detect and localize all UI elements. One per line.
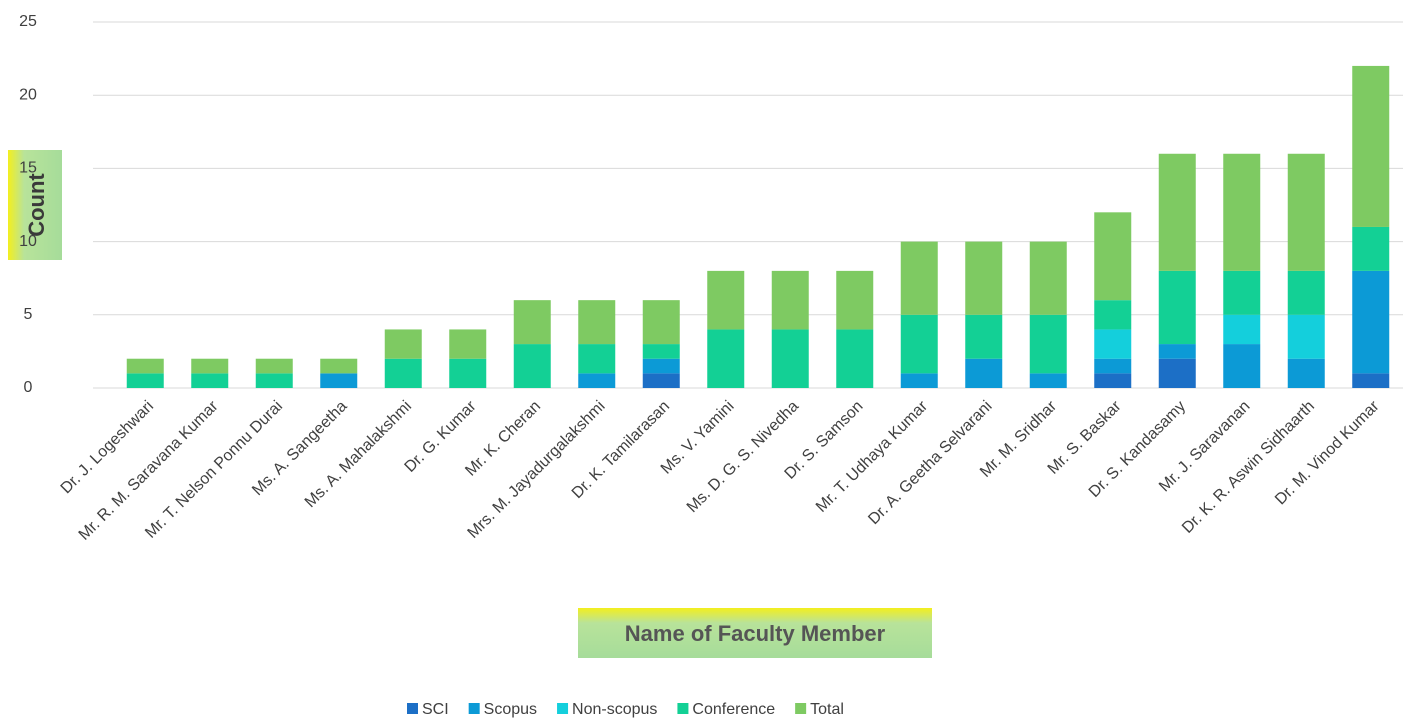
bar-segment xyxy=(642,300,680,345)
legend-label: Non-scopus xyxy=(572,701,657,718)
bar-segment xyxy=(642,358,680,374)
x-title-box xyxy=(578,608,932,658)
bar-segment xyxy=(1158,153,1196,271)
bar-segment xyxy=(836,270,874,330)
bar-segment xyxy=(191,358,229,374)
bar-segment xyxy=(1158,270,1196,345)
legend-label: SCI xyxy=(422,701,449,718)
x-tick-label: Dr. A. Geetha Selvarani xyxy=(865,398,995,528)
legend-swatch xyxy=(468,703,480,714)
bar-segment xyxy=(1352,373,1390,388)
bar-segment xyxy=(771,270,809,330)
bar-segment xyxy=(900,373,938,388)
bar-segment xyxy=(965,314,1003,359)
bar-segment xyxy=(191,373,229,388)
bar-segment xyxy=(965,241,1003,315)
bar-segment xyxy=(578,344,616,374)
bar-segment xyxy=(449,358,487,388)
bar-segment xyxy=(255,358,293,374)
bar-segment xyxy=(1094,373,1132,388)
bar-segment xyxy=(1287,358,1325,388)
bar-segment xyxy=(513,344,551,388)
bar-segment xyxy=(1094,358,1132,374)
bar-segment xyxy=(1094,300,1132,330)
legend-label: Scopus xyxy=(484,701,537,718)
bar-segment xyxy=(836,329,874,388)
bar-segment xyxy=(1029,314,1067,374)
bar-segment xyxy=(449,329,487,359)
y-tick-label: 10 xyxy=(19,233,37,250)
x-tick-label: Ms. A. Mahalakshmi xyxy=(302,398,415,511)
bar-segment xyxy=(1287,314,1325,359)
legend-swatch xyxy=(677,703,689,714)
x-tick-label: Mr. T. Udhaya Kumar xyxy=(813,397,932,516)
bar-segment xyxy=(513,300,551,345)
bar-segment xyxy=(642,373,680,388)
bar-segment xyxy=(707,270,745,330)
bar-segment xyxy=(642,344,680,359)
legend-swatch xyxy=(557,703,569,714)
bar-segment xyxy=(900,241,938,315)
x-tick-label: Mrs. M. Jayadurgalakshmi xyxy=(465,398,609,542)
x-tick-label: Ms. D. G. S. Nivedha xyxy=(684,398,802,516)
bar-segment xyxy=(1029,373,1067,388)
bar-segment xyxy=(1352,65,1390,227)
bar-segment xyxy=(126,358,164,374)
bar-segment xyxy=(1223,270,1261,315)
bar-segment xyxy=(578,300,616,345)
bar-segment xyxy=(1352,226,1390,271)
bar-segment xyxy=(126,373,164,388)
legend-label: Total xyxy=(810,701,844,718)
bar-segment xyxy=(1223,153,1261,271)
y-tick-label: 15 xyxy=(19,160,37,177)
bar-segment xyxy=(1223,344,1261,388)
legend-swatch xyxy=(795,703,807,714)
bar-segment xyxy=(384,329,422,359)
bar-segment xyxy=(1287,153,1325,271)
bar-segment xyxy=(771,329,809,388)
bar-segment xyxy=(1223,314,1261,345)
x-tick-label: Mr. T. Nelson Ponnu Durai xyxy=(142,398,286,542)
bar-segment xyxy=(1094,329,1132,359)
y-tick-label: 20 xyxy=(19,86,37,103)
y-tick-label: 5 xyxy=(24,306,33,323)
bar-segment xyxy=(1158,344,1196,359)
bar-segment xyxy=(255,373,293,388)
bar-segment xyxy=(900,314,938,374)
bar-segment xyxy=(578,373,616,388)
bar-segment xyxy=(384,358,422,388)
y-tick-label: 0 xyxy=(24,379,33,396)
bar-segment xyxy=(1094,212,1132,301)
bar-segment xyxy=(1029,241,1067,315)
bar-segment xyxy=(1352,270,1390,374)
legend-label: Conference xyxy=(692,701,775,718)
bar-segment xyxy=(320,358,358,374)
bar-segment xyxy=(1287,270,1325,315)
bar-segment xyxy=(707,329,745,388)
x-axis-title: Name of Faculty Member xyxy=(625,621,886,646)
legend-swatch xyxy=(407,703,418,714)
y-title-box xyxy=(8,150,62,260)
x-tick-label: Dr. K. R. Aswin Sidhaarth xyxy=(1179,398,1318,537)
bar-segment xyxy=(1158,358,1196,388)
bar-segment xyxy=(965,358,1003,388)
y-axis-title: Count xyxy=(24,173,49,237)
bar-segment xyxy=(320,373,358,388)
y-tick-label: 25 xyxy=(19,13,37,30)
